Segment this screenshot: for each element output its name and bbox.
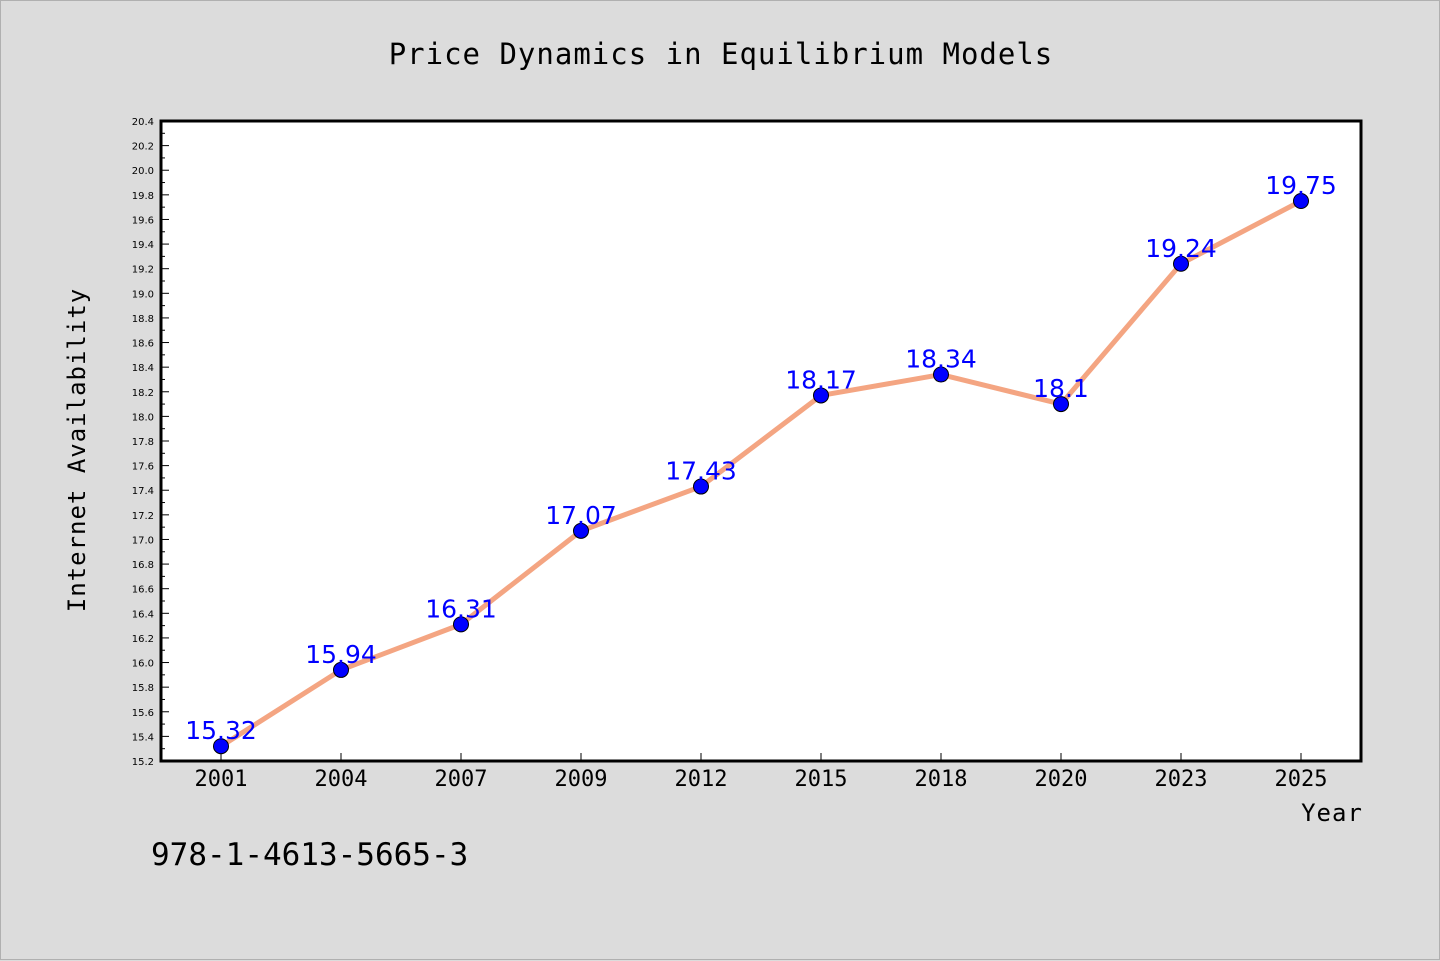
y-tick-label: 19.6 (132, 215, 154, 226)
x-tick-label: 2015 (795, 767, 848, 792)
y-tick-label: 18.4 (132, 363, 154, 374)
y-tick-label: 20.2 (132, 142, 154, 153)
x-tick-label: 2018 (915, 767, 968, 792)
data-label: 16.31 (425, 594, 497, 623)
x-tick-label: 2012 (675, 767, 728, 792)
data-point (213, 738, 229, 755)
y-tick-label: 15.8 (132, 683, 154, 694)
data-point (453, 616, 469, 633)
data-label: 15.94 (305, 640, 377, 669)
x-tick-label: 2023 (1155, 767, 1208, 792)
y-tick-label: 17.2 (132, 511, 154, 522)
series-line (218, 198, 1304, 749)
data-label: 18.1 (1033, 374, 1089, 403)
x-tick-label: 2001 (195, 767, 248, 792)
y-tick-label: 17.6 (132, 462, 154, 473)
data-label: 18.34 (905, 345, 977, 374)
series-group: 15.32 15.94 16.31 17.07 17.43 18.17 18.34 18.1 1… (185, 171, 1337, 755)
y-tick-label: 19.0 (132, 289, 154, 300)
data-point (1053, 396, 1069, 413)
y-tick-label: 18.2 (132, 388, 154, 399)
data-point (693, 478, 709, 495)
y-tick-label: 19.8 (132, 191, 154, 202)
y-tick-label: 18.6 (132, 339, 154, 350)
data-label: 18.17 (785, 365, 857, 394)
y-axis: 15.2 15.4 15.6 15.8 16.0 16.2 16.4 16.6 16.8 17.0… (132, 117, 169, 768)
y-tick-label: 15.4 (132, 732, 154, 743)
x-axis-title: Year (1301, 799, 1363, 827)
data-label: 17.43 (665, 457, 737, 486)
x-tick-label: 2007 (435, 767, 488, 792)
data-point (1293, 193, 1309, 209)
y-tick-label: 15.2 (132, 757, 154, 768)
data-point (933, 366, 949, 383)
y-axis-title: Internet Availability (63, 288, 91, 612)
x-tick-label: 2009 (555, 767, 608, 792)
data-point (813, 387, 829, 404)
y-tick-label: 16.2 (132, 634, 154, 645)
y-tick-label: 20.4 (132, 117, 154, 128)
x-tick-label: 2020 (1035, 767, 1088, 792)
y-tick-label: 19.4 (132, 240, 154, 251)
chart-title: Price Dynamics in Equilibrium Models (389, 37, 1054, 71)
data-label: 19.24 (1145, 234, 1217, 263)
data-point (573, 522, 589, 539)
x-tick-label: 2004 (315, 767, 368, 792)
y-tick-label: 16.4 (132, 609, 154, 620)
y-tick-label: 15.6 (132, 708, 154, 719)
x-axis: 2001 2004 2007 2009 2012 2015 2018 2020 2023 2025 (195, 753, 1328, 792)
y-tick-label: 20.0 (132, 166, 154, 177)
isbn-annotation: 978-1-4613-5665-3 (151, 837, 468, 873)
y-tick-label: 17.0 (132, 535, 154, 546)
y-tick-label: 18.0 (132, 412, 154, 423)
y-tick-label: 16.8 (132, 560, 154, 571)
y-tick-label: 16.6 (132, 585, 154, 596)
data-point (333, 661, 349, 678)
y-tick-label: 18.8 (132, 314, 154, 325)
data-label: 15.32 (185, 716, 257, 745)
data-label: 17.07 (545, 501, 617, 530)
y-tick-label: 19.2 (132, 265, 154, 276)
x-tick-label: 2025 (1275, 767, 1328, 792)
data-point (1173, 255, 1189, 272)
y-tick-label: 17.8 (132, 437, 154, 448)
data-label: 19.75 (1265, 171, 1337, 200)
y-tick-label: 17.4 (132, 486, 154, 497)
y-tick-label: 16.0 (132, 659, 154, 670)
